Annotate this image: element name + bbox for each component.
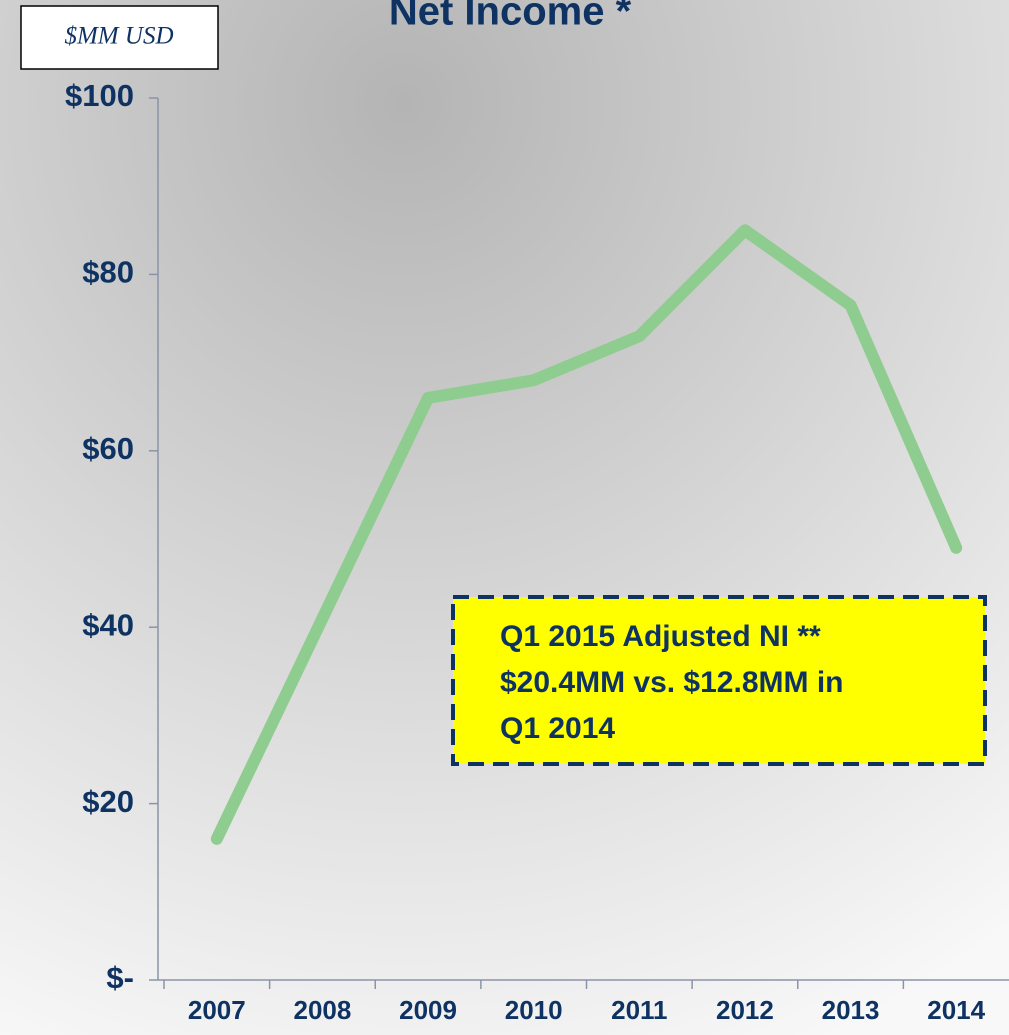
annotation-box — [451, 595, 987, 766]
annotation: Q1 2015 Adjusted NI ** $20.4MM vs. $12.8M… — [500, 620, 843, 745]
annotation-line: Q1 2015 Adjusted NI ** — [500, 620, 821, 653]
y-tick-label: $100 — [65, 78, 134, 113]
plot: $- $20 $40 $60 $80 $100 2007 2008 2009 2010 2011 20… — [65, 78, 1009, 1025]
x-tick-label: 2013 — [822, 995, 880, 1025]
x-tick-label: 2014 — [927, 995, 985, 1025]
line-series — [210, 224, 963, 845]
annotation-line: $20.4MM vs. $12.8MM in — [500, 666, 843, 699]
unit-label: $MM USD — [64, 23, 173, 50]
x-tick-label: 2009 — [399, 995, 457, 1025]
y-tick-label: $20 — [82, 784, 134, 819]
x-tick-label: 2010 — [505, 995, 563, 1025]
x-tick-label: 2007 — [188, 995, 246, 1025]
annotation-line: Q1 2014 — [500, 712, 615, 745]
x-tick-label: 2008 — [294, 995, 352, 1025]
y-tick-label: $60 — [82, 431, 134, 466]
y-tick-label: $80 — [82, 255, 134, 290]
y-tick-label: $- — [106, 960, 134, 995]
chart-title: Net Income * — [389, 0, 632, 34]
y-tick-label: $40 — [82, 607, 134, 642]
unit-box — [20, 5, 219, 70]
x-tick-label: 2012 — [716, 995, 774, 1025]
x-tick-label: 2011 — [611, 995, 667, 1025]
